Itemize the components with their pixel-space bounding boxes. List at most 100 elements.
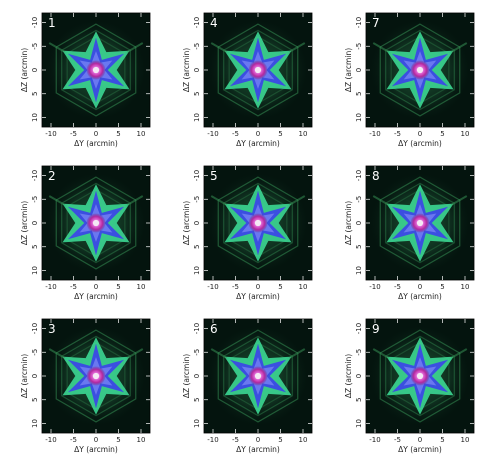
x-axis-label: ΔY (arcmin) <box>236 292 280 301</box>
y-tick-label: -10 <box>31 17 39 28</box>
psf-outer-spike <box>210 348 228 359</box>
y-tick-label: -10 <box>193 323 201 334</box>
y-tick-label: 10 <box>31 266 39 275</box>
y-tick-label: -10 <box>355 17 363 28</box>
x-tick-label: 10 <box>137 130 146 138</box>
panel-2: -10 -5 0 5 10 -10 -5 0 5 10 ΔY (arcmin) ΔZ (arcmin)… <box>20 165 151 301</box>
panel-number: 4 <box>210 16 218 30</box>
x-tick-label: 5 <box>278 130 282 138</box>
x-tick-label: -10 <box>45 130 56 138</box>
x-tick-label: 10 <box>299 436 308 444</box>
y-axis-label: ΔZ (arcmin) <box>182 354 191 398</box>
x-tick-label: 10 <box>137 436 146 444</box>
y-tick-label: -10 <box>193 170 201 181</box>
x-tick-label: 0 <box>256 130 260 138</box>
x-axis-label: ΔY (arcmin) <box>74 445 118 454</box>
x-tick-label: -5 <box>394 283 401 291</box>
psf-core-peak <box>254 66 262 74</box>
x-tick-label: -10 <box>45 436 56 444</box>
y-tick-label: 10 <box>193 266 201 275</box>
x-tick-label: -5 <box>70 283 77 291</box>
x-tick-label: -5 <box>394 436 401 444</box>
x-axis-label: ΔY (arcmin) <box>236 445 280 454</box>
x-tick-label: 10 <box>461 283 470 291</box>
y-tick-label: 0 <box>31 374 39 378</box>
y-tick-label: 5 <box>193 92 201 96</box>
y-tick-label: -10 <box>355 323 363 334</box>
y-tick-label: -10 <box>355 170 363 181</box>
y-tick-label: 5 <box>355 398 363 402</box>
psf-outer-spike <box>126 348 144 359</box>
x-tick-label: 10 <box>299 283 308 291</box>
x-tick-label: 10 <box>299 130 308 138</box>
y-tick-label: 0 <box>355 374 363 378</box>
x-tick-label: 0 <box>418 283 422 291</box>
psf-outer-spike <box>288 42 306 53</box>
y-tick-label: 0 <box>355 68 363 72</box>
y-tick-label: 10 <box>31 113 39 122</box>
y-tick-label: -10 <box>193 17 201 28</box>
y-axis-label: ΔZ (arcmin) <box>344 354 353 398</box>
x-tick-label: 0 <box>418 436 422 444</box>
y-tick-label: -10 <box>31 323 39 334</box>
y-tick-label: 10 <box>193 419 201 428</box>
x-tick-label: -10 <box>369 130 380 138</box>
x-axis-label: ΔY (arcmin) <box>398 292 442 301</box>
y-axis-label: ΔZ (arcmin) <box>20 48 29 92</box>
x-tick-label: 5 <box>116 130 120 138</box>
panel-number: 8 <box>372 169 380 183</box>
x-tick-label: 5 <box>116 436 120 444</box>
psf-image <box>44 18 148 122</box>
y-tick-label: -5 <box>193 196 201 203</box>
y-tick-label: -5 <box>31 43 39 50</box>
psf-outer-spike <box>372 195 390 206</box>
x-tick-label: -10 <box>207 283 218 291</box>
x-tick-label: 10 <box>137 283 146 291</box>
y-tick-label: 10 <box>193 113 201 122</box>
psf-image <box>206 171 310 275</box>
panel-1: -10 -5 0 5 10 -10 -5 0 5 10 ΔY (arcmin) ΔZ (arcmin)… <box>20 12 151 148</box>
psf-outer-spike <box>126 195 144 206</box>
panel-4: -10 -5 0 5 10 -10 -5 0 5 10 ΔY (arcmin) ΔZ (arcmin)… <box>182 12 313 148</box>
panel-5: -10 -5 0 5 10 -10 -5 0 5 10 ΔY (arcmin) ΔZ (arcmin)… <box>182 165 313 301</box>
psf-outer-spike <box>48 348 66 359</box>
y-tick-label: -5 <box>355 349 363 356</box>
x-axis-label: ΔY (arcmin) <box>74 292 118 301</box>
x-tick-label: 5 <box>116 283 120 291</box>
psf-core-peak <box>92 66 100 74</box>
y-tick-label: 5 <box>193 398 201 402</box>
y-tick-label: 0 <box>193 68 201 72</box>
y-axis-label: ΔZ (arcmin) <box>344 201 353 245</box>
y-tick-label: -5 <box>31 196 39 203</box>
panel-number: 2 <box>48 169 56 183</box>
x-tick-label: -10 <box>207 130 218 138</box>
x-tick-label: -5 <box>70 130 77 138</box>
psf-image <box>368 18 472 122</box>
x-tick-label: -5 <box>232 130 239 138</box>
x-tick-label: 5 <box>278 283 282 291</box>
psf-outer-spike <box>372 42 390 53</box>
y-tick-label: -5 <box>193 43 201 50</box>
psf-outer-spike <box>288 195 306 206</box>
x-tick-label: 0 <box>94 130 98 138</box>
psf-image <box>206 324 310 428</box>
y-tick-label: -5 <box>31 349 39 356</box>
x-axis-label: ΔY (arcmin) <box>236 139 280 148</box>
psf-core-peak <box>92 372 100 380</box>
psf-image <box>206 18 310 122</box>
y-tick-label: 10 <box>355 266 363 275</box>
psf-outer-spike <box>288 348 306 359</box>
psf-core-peak <box>254 372 262 380</box>
y-tick-label: 5 <box>355 245 363 249</box>
x-tick-label: 0 <box>94 283 98 291</box>
panel-number: 6 <box>210 322 218 336</box>
x-tick-label: -5 <box>232 283 239 291</box>
x-axis-label: ΔY (arcmin) <box>74 139 118 148</box>
panel-number: 5 <box>210 169 218 183</box>
psf-core-peak <box>416 219 424 227</box>
y-axis-label: ΔZ (arcmin) <box>182 201 191 245</box>
y-axis-label: ΔZ (arcmin) <box>182 48 191 92</box>
x-tick-label: 5 <box>440 283 444 291</box>
panel-6: -10 -5 0 5 10 -10 -5 0 5 10 ΔY (arcmin) ΔZ (arcmin)… <box>182 318 313 454</box>
